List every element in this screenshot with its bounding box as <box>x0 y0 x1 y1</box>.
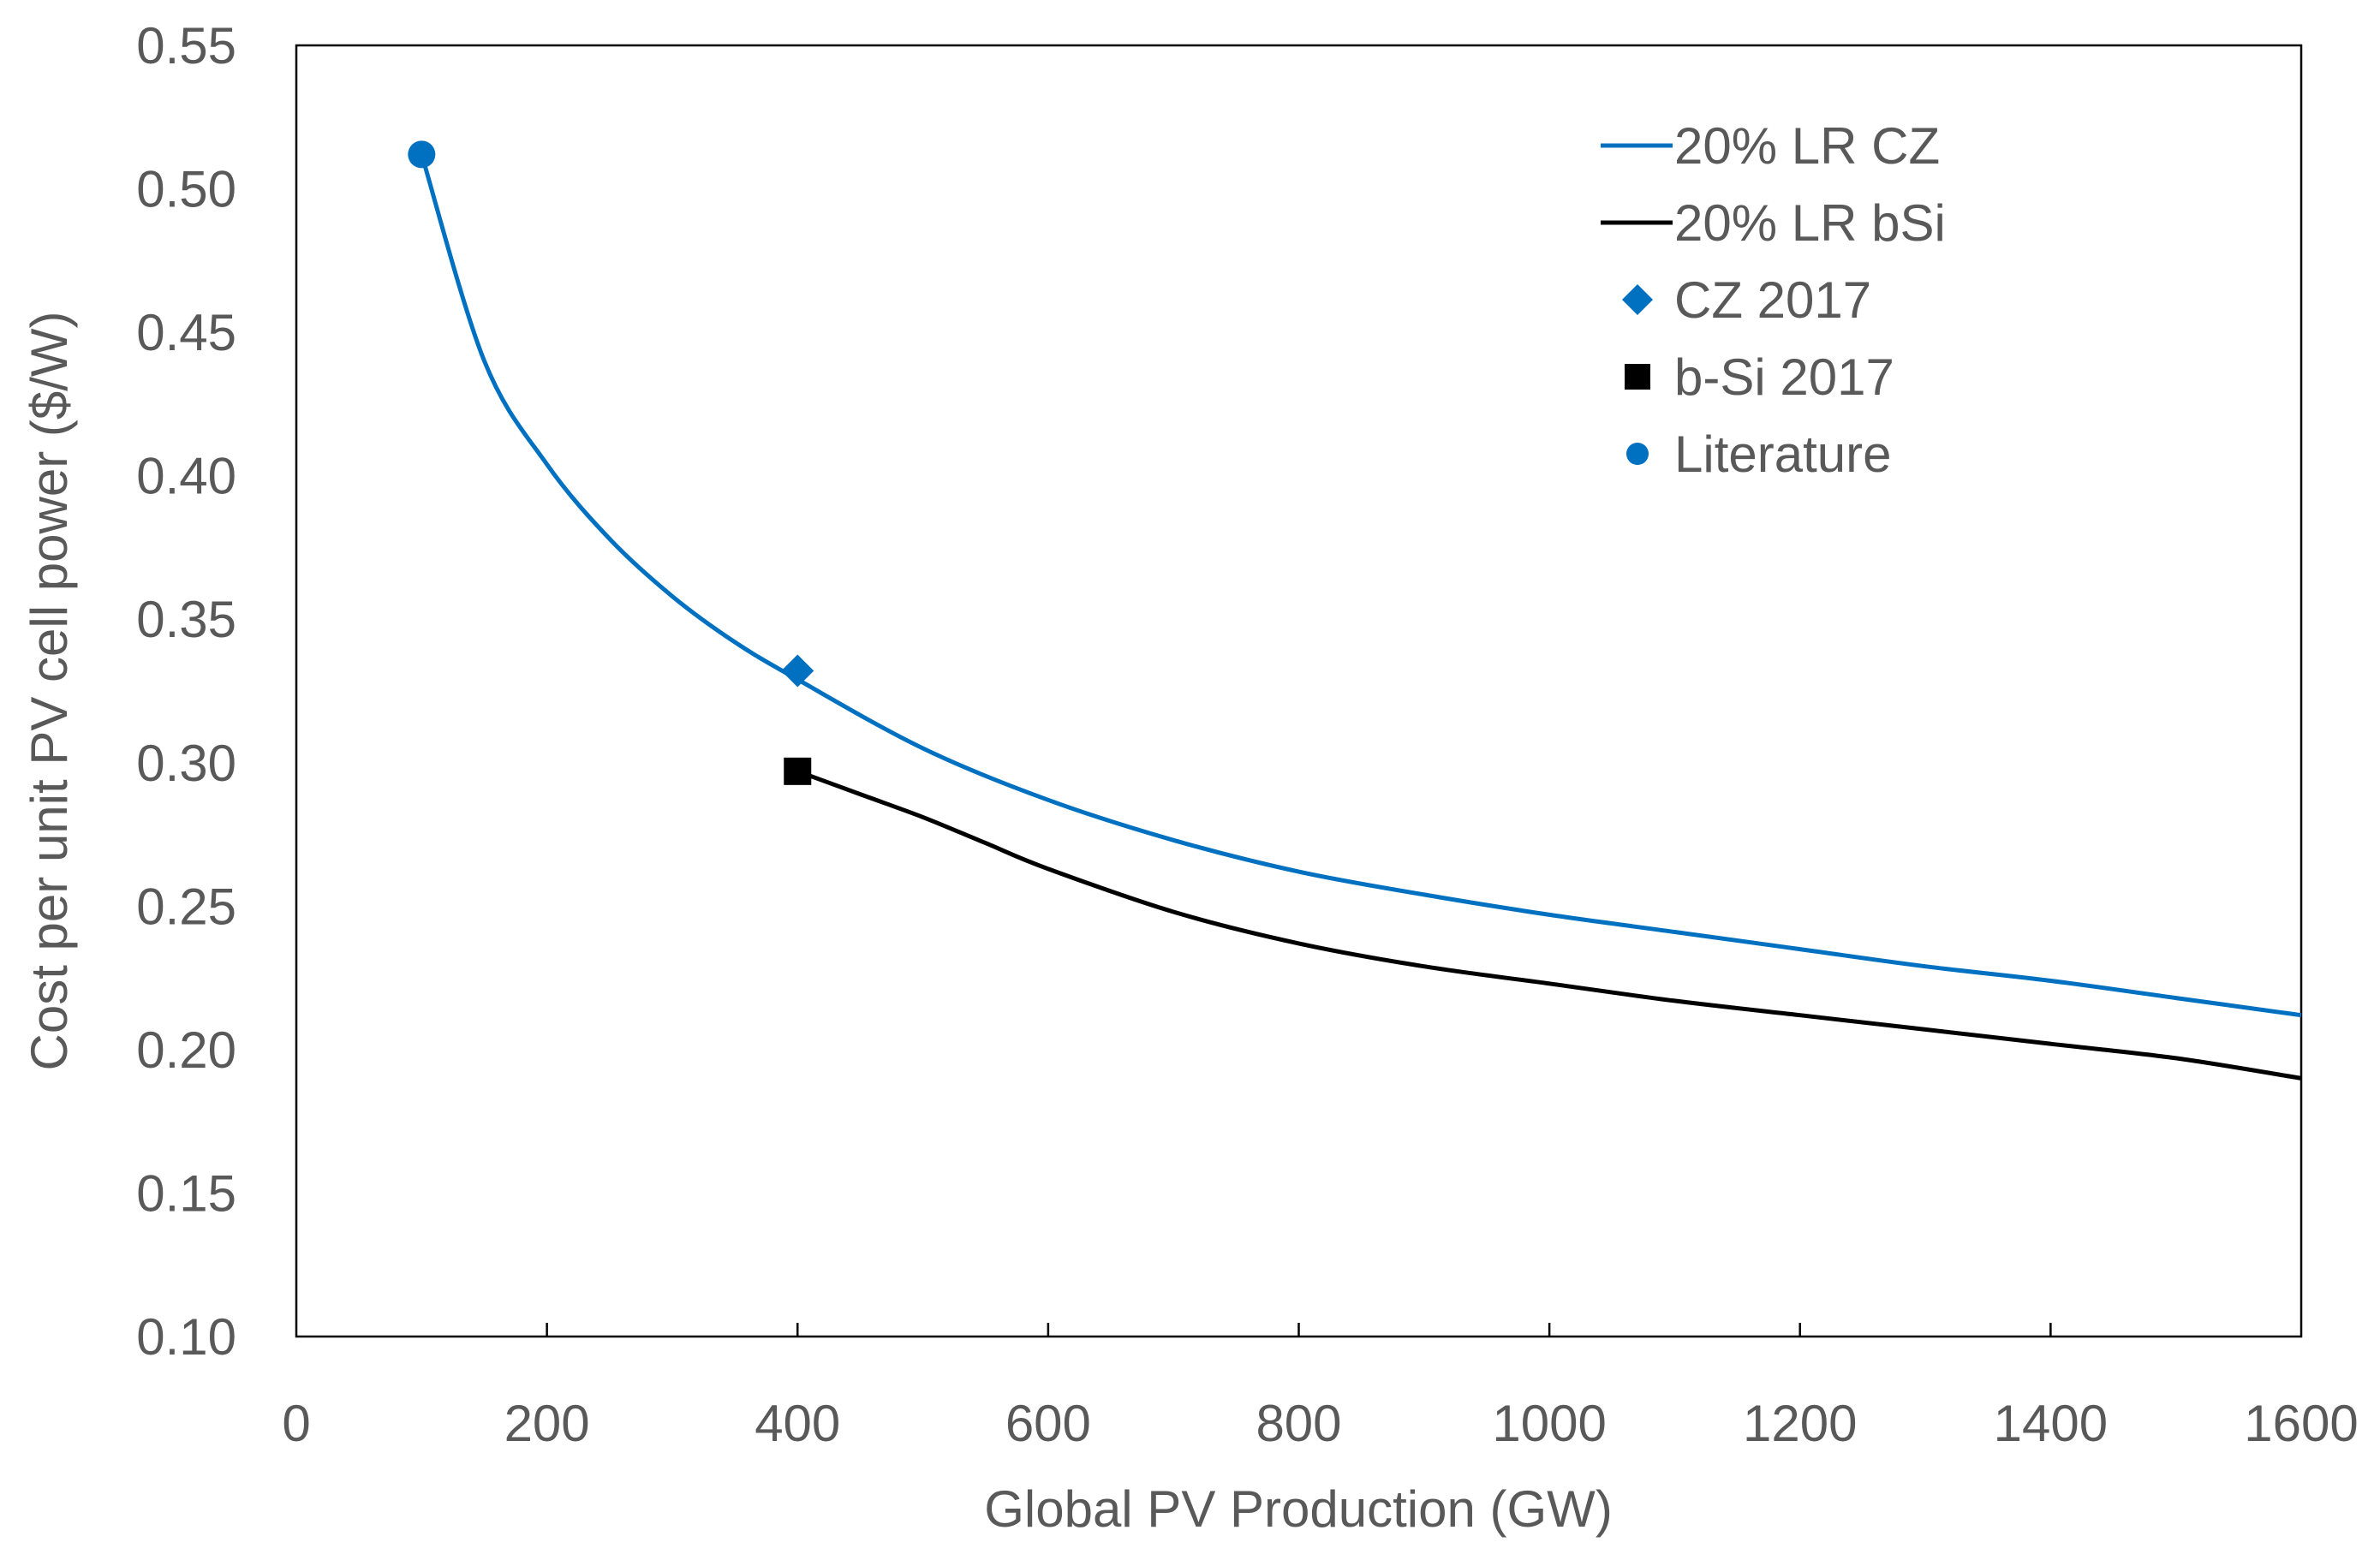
x-tick-label: 0 <box>282 1395 310 1452</box>
x-tick-label: 1000 <box>1492 1395 1606 1452</box>
legend-label: CZ 2017 <box>1674 271 1871 329</box>
y-tick-label: 0.45 <box>136 304 236 361</box>
y-tick-label: 0.25 <box>136 878 236 935</box>
y-tick-label: 0.20 <box>136 1021 236 1079</box>
y-tick-label: 0.30 <box>136 735 236 792</box>
plot-area <box>295 44 2303 1338</box>
x-tick-label: 200 <box>504 1395 590 1452</box>
data-point-square <box>784 757 812 785</box>
x-tick-label: 1400 <box>1994 1395 2108 1452</box>
legend-marker-swatch <box>1625 364 1650 390</box>
series-markers <box>408 140 814 785</box>
x-axis-ticks <box>546 1323 2052 1337</box>
legend-label: 20% LR CZ <box>1674 117 1940 175</box>
y-axis-title: Cost per unit PV cell power ($/W) <box>21 312 78 1071</box>
y-tick-label: 0.40 <box>136 448 236 505</box>
legend: 20% LR CZ 20% LR bSi CZ 2017 b-Si 2017 Liter… <box>1601 117 1946 483</box>
series-line-1 <box>796 769 2302 1081</box>
data-point-diamond <box>781 654 814 688</box>
x-tick-label: 1200 <box>1743 1395 1857 1452</box>
x-tick-label: 600 <box>1005 1395 1091 1452</box>
y-tick-label: 0.55 <box>136 17 236 74</box>
legend-marker-swatch <box>1626 443 1649 465</box>
x-tick-label: 800 <box>1256 1395 1341 1452</box>
legend-label: 20% LR bSi <box>1674 194 1946 252</box>
legend-label: Literature <box>1674 426 1891 483</box>
y-tick-label: 0.35 <box>136 591 236 648</box>
y-axis-tick-labels: 0.10 0.15 0.20 0.25 0.30 0.35 0.40 0.45 0.50 0.55 <box>136 17 236 1366</box>
y-tick-label: 0.50 <box>136 161 236 218</box>
data-point-circle <box>408 140 436 169</box>
series-line-0 <box>419 153 2302 1018</box>
legend-label: b-Si 2017 <box>1674 348 1894 406</box>
x-tick-label: 1600 <box>2244 1395 2358 1452</box>
legend-marker-swatch <box>1622 284 1653 315</box>
x-axis-tick-labels: 0 200 400 600 800 1000 1200 1400 1600 <box>282 1395 2358 1452</box>
y-tick-label: 0.10 <box>136 1308 236 1366</box>
x-axis-title: Global PV Production (GW) <box>984 1480 1613 1538</box>
series-lines <box>419 153 2302 1081</box>
y-tick-label: 0.15 <box>136 1164 236 1222</box>
x-tick-label: 400 <box>755 1395 840 1452</box>
